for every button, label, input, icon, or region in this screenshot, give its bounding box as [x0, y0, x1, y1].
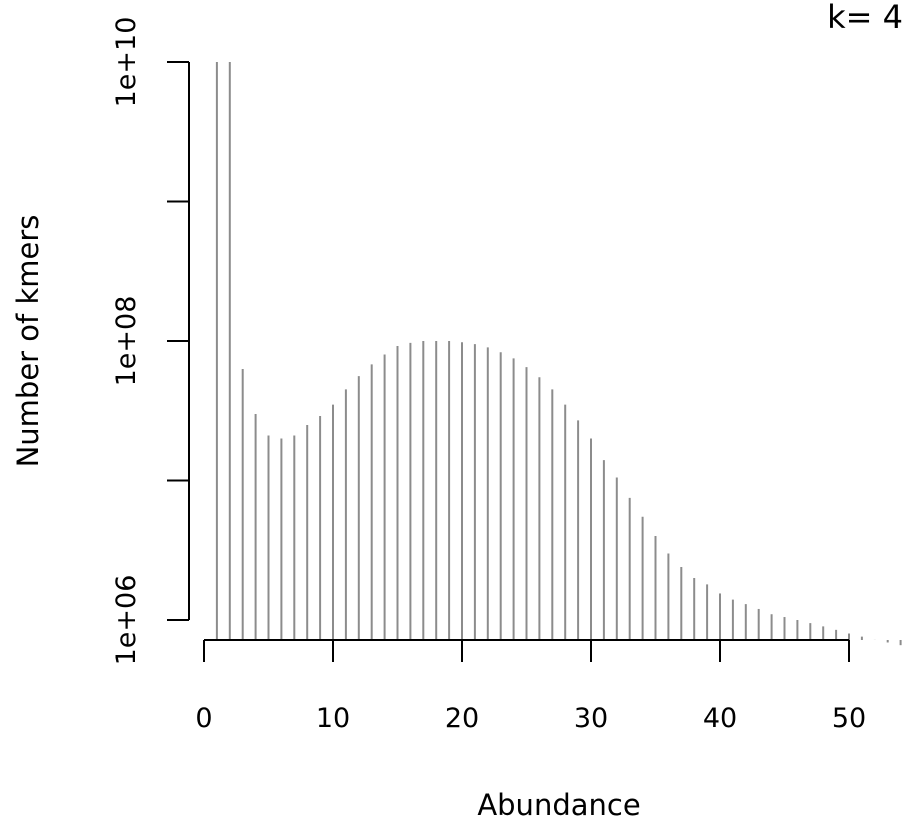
x-axis: 0 10 20 30 40 50 [195, 639, 866, 734]
bar-series [215, 62, 902, 646]
x-tick-label-40: 40 [703, 703, 737, 734]
x-tick-label-0: 0 [195, 703, 212, 734]
y-axis: 1e+06 1e+08 1e+10 [111, 17, 190, 666]
corner-label: k= 4 [827, 0, 903, 36]
y-tick-label-2: 1e+08 [111, 296, 142, 387]
y-axis-title: Number of kmers [11, 215, 45, 468]
x-axis-title: Abundance [477, 788, 640, 822]
x-tick-label-20: 20 [445, 703, 479, 734]
y-tick-label-4: 1e+10 [111, 17, 142, 108]
y-tick-label-0: 1e+06 [111, 575, 142, 666]
x-tick-label-30: 30 [574, 703, 608, 734]
x-tick-label-50: 50 [832, 703, 866, 734]
x-tick-label-10: 10 [316, 703, 350, 734]
